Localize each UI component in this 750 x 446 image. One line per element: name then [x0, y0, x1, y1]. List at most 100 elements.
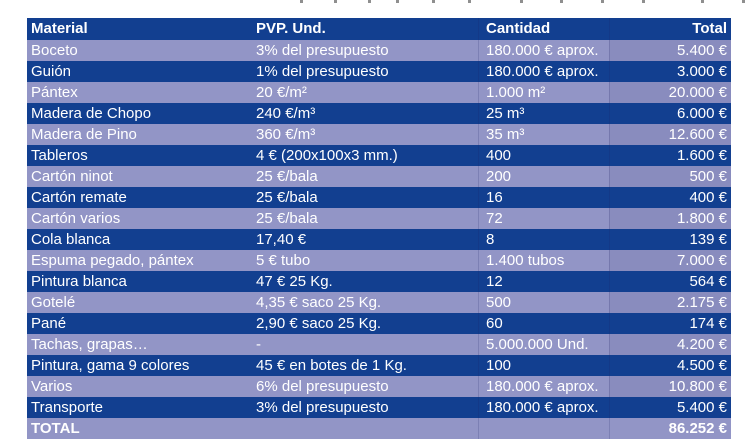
cell-material: Varios: [31, 378, 73, 395]
cell-cantidad: 180.000 € aprox.: [478, 376, 609, 397]
cell-pvp-und: 47 € 25 Kg.: [256, 273, 333, 290]
cell-material: Gotelé: [31, 294, 76, 311]
cell-total: 1.600 €: [609, 145, 731, 166]
cell-total: 400 €: [609, 187, 731, 208]
table-row: Madera de Chopo 240 €/m³ 25 m³ 6.000 €: [27, 103, 731, 124]
cell-pvp-und: 45 € en botes de 1 Kg.: [256, 357, 407, 374]
cell-pvp-und: 360 €/m³: [256, 126, 316, 143]
table-row: Cartón ninot 25 €/bala 200 500 €: [27, 166, 731, 187]
cell-total: 564 €: [609, 271, 731, 292]
table-row: Pintura blanca 47 € 25 Kg. 12 564 €: [27, 271, 731, 292]
cell-cantidad: 100: [478, 355, 609, 376]
cell-total: 139 €: [609, 229, 731, 250]
budget-table: Material PVP. Und. Cantidad Total Boceto…: [27, 18, 731, 439]
cell-total: 4.200 €: [609, 334, 731, 355]
cell-cantidad: 5.000.000 Und.: [478, 334, 609, 355]
cell-cantidad: 180.000 € aprox.: [478, 40, 609, 61]
cell-pvp-und: 17,40 €: [256, 231, 307, 248]
cell-cantidad: 1.400 tubos: [478, 250, 609, 271]
total-empty-pvp: [252, 418, 478, 439]
table-total-row: TOTAL 86.252 €: [27, 418, 731, 439]
cell-material: Tachas, grapas…: [31, 336, 148, 353]
cell-cantidad: 400: [478, 145, 609, 166]
cell-pvp-und: 25 €/bala: [256, 168, 318, 185]
table-row: Madera de Pino 360 €/m³ 35 m³ 12.600 €: [27, 124, 731, 145]
cell-total: 174 €: [609, 313, 731, 334]
cell-total: 12.600 €: [609, 124, 731, 145]
cell-material: Madera de Pino: [31, 126, 137, 143]
cell-material: Pintura blanca: [31, 273, 127, 290]
cell-material: Pané: [31, 315, 67, 332]
cell-pvp-und: 20 €/m²: [256, 84, 307, 101]
cell-total: 4.500 €: [609, 355, 731, 376]
cell-pvp-und: 2,90 € saco 25 Kg.: [256, 315, 382, 332]
table-row: Boceto 3% del presupuesto 180.000 € aprox.…: [27, 40, 731, 61]
table-row: Gotelé 4,35 € saco 25 Kg. 500 2.175 €: [27, 292, 731, 313]
column-header-cantidad: Cantidad: [478, 18, 609, 40]
table-row: Espuma pegado, pántex 5 € tubo 1.400 tubos…: [27, 250, 731, 271]
cell-material: Madera de Chopo: [31, 105, 152, 122]
cell-pvp-und: 3% del presupuesto: [256, 42, 389, 59]
table-row: Tachas, grapas… - 5.000.000 Und. 4.200 €: [27, 334, 731, 355]
table-row: Transporte 3% del presupuesto 180.000 € ap…: [27, 397, 731, 418]
cell-cantidad: 500: [478, 292, 609, 313]
cell-material: Cartón remate: [31, 189, 127, 206]
cell-material: Pintura, gama 9 colores: [31, 357, 190, 374]
cell-material: Cartón ninot: [31, 168, 113, 185]
cell-total: 5.400 €: [609, 397, 731, 418]
cell-cantidad: 8: [478, 229, 609, 250]
cell-cantidad: 16: [478, 187, 609, 208]
table-row: Guión 1% del presupuesto 180.000 € aprox. 3…: [27, 61, 731, 82]
cell-material: Espuma pegado, pántex: [31, 252, 194, 269]
table-row: Tableros 4 € (200x100x3 mm.) 400 1.600 €: [27, 145, 731, 166]
cell-total: 5.400 €: [609, 40, 731, 61]
cell-pvp-und: 4 € (200x100x3 mm.): [256, 147, 398, 164]
table-row: Pántex 20 €/m² 1.000 m² 20.000 €: [27, 82, 731, 103]
cell-total: 7.000 €: [609, 250, 731, 271]
cell-total: 2.175 €: [609, 292, 731, 313]
cell-total: 3.000 €: [609, 61, 731, 82]
cell-cantidad: 72: [478, 208, 609, 229]
cell-pvp-und: 5 € tubo: [256, 252, 311, 269]
cell-material: Tableros: [31, 147, 88, 164]
column-header-material: Material: [31, 20, 88, 37]
cell-cantidad: 200: [478, 166, 609, 187]
table-row: Varios 6% del presupuesto 180.000 € aprox.…: [27, 376, 731, 397]
clipped-text-fragments: [0, 0, 750, 5]
cell-cantidad: 60: [478, 313, 609, 334]
cell-total: 6.000 €: [609, 103, 731, 124]
cell-total: 500 €: [609, 166, 731, 187]
cell-cantidad: 1.000 m²: [478, 82, 609, 103]
total-value: 86.252 €: [609, 418, 731, 439]
cell-cantidad: 35 m³: [478, 124, 609, 145]
cell-pvp-und: 1% del presupuesto: [256, 63, 389, 80]
table-row: Pané 2,90 € saco 25 Kg. 60 174 €: [27, 313, 731, 334]
cell-total: 1.800 €: [609, 208, 731, 229]
column-header-pvp-und: PVP. Und.: [256, 20, 326, 37]
cell-pvp-und: 3% del presupuesto: [256, 399, 389, 416]
cell-total: 10.800 €: [609, 376, 731, 397]
cell-material: Pántex: [31, 84, 78, 101]
table-header-row: Material PVP. Und. Cantidad Total: [27, 18, 731, 40]
cell-material: Boceto: [31, 42, 78, 59]
table-row: Cartón remate 25 €/bala 16 400 €: [27, 187, 731, 208]
cell-total: 20.000 €: [609, 82, 731, 103]
cell-cantidad: 180.000 € aprox.: [478, 397, 609, 418]
cell-material: Guión: [31, 63, 72, 80]
cell-material: Cola blanca: [31, 231, 111, 248]
cell-pvp-und: 4,35 € saco 25 Kg.: [256, 294, 382, 311]
cell-material: Cartón varios: [31, 210, 121, 227]
total-empty-cantidad: [478, 418, 609, 439]
cell-cantidad: 180.000 € aprox.: [478, 61, 609, 82]
table-row: Cola blanca 17,40 € 8 139 €: [27, 229, 731, 250]
cell-pvp-und: 25 €/bala: [256, 189, 318, 206]
cell-pvp-und: -: [256, 336, 261, 353]
cell-pvp-und: 25 €/bala: [256, 210, 318, 227]
column-header-total: Total: [609, 18, 731, 40]
cell-material: Transporte: [31, 399, 103, 416]
table-row: Pintura, gama 9 colores 45 € en botes de …: [27, 355, 731, 376]
cell-cantidad: 25 m³: [478, 103, 609, 124]
table-body: Boceto 3% del presupuesto 180.000 € aprox.…: [27, 40, 731, 418]
total-label: TOTAL: [31, 420, 80, 437]
